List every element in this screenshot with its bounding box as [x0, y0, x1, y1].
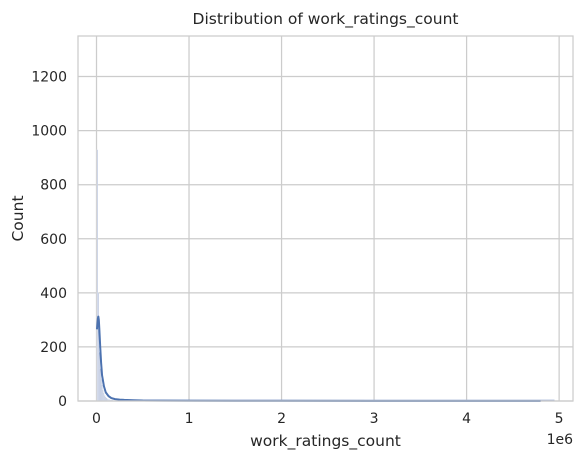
y-tick-label: 0 [58, 394, 67, 410]
x-tick-label: 4 [462, 411, 471, 427]
y-tick-label: 800 [40, 178, 67, 194]
y-axis-label: Count [9, 195, 27, 241]
x-tick-label: 5 [555, 411, 564, 427]
x-tick-label: 2 [277, 411, 286, 427]
x-tick-label: 3 [370, 411, 379, 427]
y-tick-labels: 0 200 400 600 800 1000 1200 [31, 70, 67, 410]
axes-frame [77, 35, 574, 402]
x-tick-label: 1 [185, 411, 194, 427]
x-axis-offset-label: 1e6 [547, 432, 574, 448]
x-axis-label: work_ratings_count [250, 432, 401, 451]
y-tick-label: 400 [40, 286, 67, 302]
grid-lines [78, 36, 573, 402]
x-tick-labels: 0 1 2 3 4 5 [92, 411, 564, 427]
y-tick-label: 200 [40, 340, 67, 356]
y-tick-label: 600 [40, 232, 67, 248]
y-tick-label: 1200 [31, 70, 67, 86]
chart-title: Distribution of work_ratings_count [193, 10, 459, 29]
x-tick-label: 0 [92, 411, 101, 427]
y-tick-label: 1000 [31, 124, 67, 140]
